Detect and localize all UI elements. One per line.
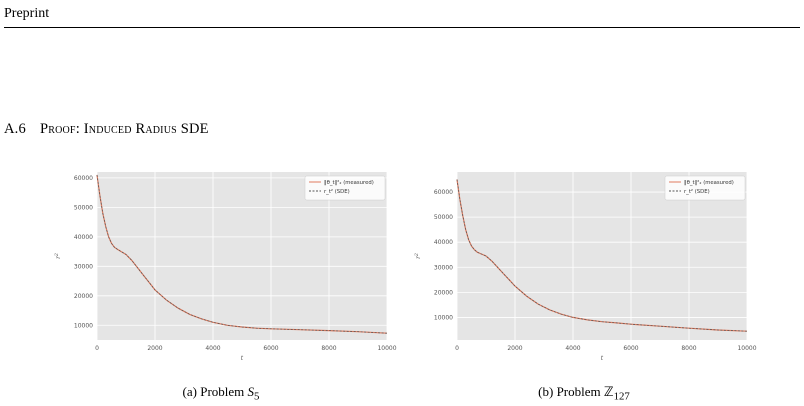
- section-number: A.6: [4, 121, 26, 137]
- x-tick-label: 2000: [147, 345, 162, 352]
- legend-label-1: r_t² (SDE): [324, 188, 350, 195]
- x-tick-label: 10000: [737, 345, 756, 352]
- x-tick-label: 0: [455, 345, 459, 352]
- caption-b-sub: 127: [613, 390, 630, 403]
- y-tick-label: 40000: [434, 239, 453, 246]
- y-axis-label: r2: [414, 253, 422, 259]
- chart-b: 0 2000 4000 6000 8000 10000 10000 20000 30000 400…: [414, 172, 757, 362]
- y-tick-label: 20000: [434, 289, 453, 296]
- series-line-1: [456, 179, 748, 332]
- legend-box: [304, 175, 386, 201]
- figure-b: 0 2000 4000 6000 8000 10000 10000 20000 30000 400…: [412, 168, 757, 368]
- caption-b: (b) Problem ℤ127: [484, 384, 684, 403]
- x-tick-label: 0: [95, 345, 99, 352]
- legend-box: [664, 175, 746, 201]
- caption-a-math: S: [247, 384, 255, 399]
- section-heading: A.6 Proof: Induced Radius SDE: [4, 121, 209, 138]
- legend-label-1: r_t² (SDE): [684, 188, 710, 195]
- x-tick-label: 8000: [681, 345, 696, 352]
- x-tick-label: 8000: [321, 345, 336, 352]
- y-axis-label: r2: [54, 253, 62, 259]
- section-title: Proof: Induced Radius SDE: [39, 121, 209, 137]
- x-tick-label: 6000: [263, 345, 278, 352]
- x-tick-label: 10000: [377, 345, 396, 352]
- legend-label-0: ‖θ_t‖²₂ (measured): [324, 179, 374, 186]
- y-tick-label: 40000: [74, 234, 93, 241]
- series-line-1: [96, 174, 388, 334]
- figure-a: 0 2000 4000 6000 8000 10000 10000 20000 30000 400…: [52, 168, 397, 368]
- y-tick-label: 20000: [74, 293, 93, 300]
- running-header: Preprint: [4, 6, 50, 21]
- x-tick-label: 4000: [565, 345, 580, 352]
- x-axis-label: t: [601, 355, 604, 362]
- y-tick-label: 50000: [434, 214, 453, 221]
- x-axis-label: t: [241, 355, 244, 362]
- caption-a: (a) Problem S5: [121, 384, 321, 403]
- caption-b-prefix: (b) Problem: [538, 384, 604, 399]
- caption-a-prefix: (a) Problem: [182, 384, 248, 399]
- y-tick-label: 10000: [434, 314, 453, 321]
- caption-a-sub: 5: [254, 390, 260, 403]
- y-tick-label: 50000: [74, 204, 93, 211]
- y-tick-label: 60000: [74, 175, 93, 182]
- y-tick-label: 10000: [74, 322, 93, 329]
- y-tick-label: 60000: [434, 189, 453, 196]
- caption-b-math: ℤ: [603, 384, 614, 399]
- header-rule: [4, 27, 800, 28]
- y-tick-label: 30000: [434, 264, 453, 271]
- y-tick-label: 30000: [74, 263, 93, 270]
- x-tick-label: 4000: [205, 345, 220, 352]
- x-tick-label: 6000: [623, 345, 638, 352]
- legend-label-0: ‖θ_t‖²₂ (measured): [684, 179, 734, 186]
- x-tick-label: 2000: [507, 345, 522, 352]
- chart-a: 0 2000 4000 6000 8000 10000 10000 20000 30000 400…: [54, 172, 397, 362]
